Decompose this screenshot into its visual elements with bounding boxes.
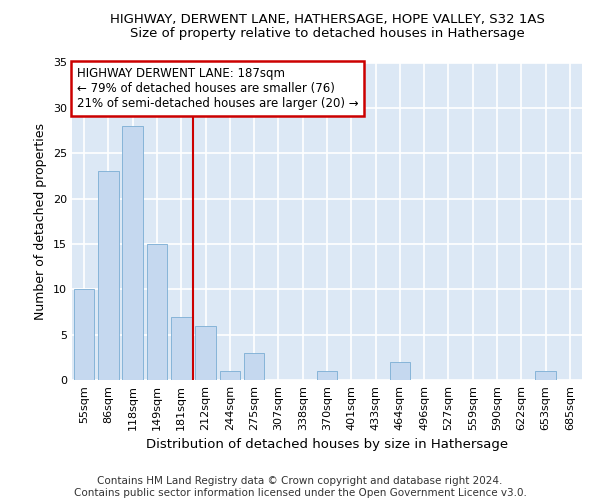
Text: Size of property relative to detached houses in Hathersage: Size of property relative to detached ho… (130, 28, 524, 40)
Bar (195, 326, 216, 380)
X-axis label: Distribution of detached houses by size in Hathersage: Distribution of detached houses by size … (146, 438, 508, 452)
Bar (98, 172, 119, 380)
Bar (535, 371, 556, 380)
Text: HIGHWAY DERWENT LANE: 187sqm
← 79% of detached houses are smaller (76)
21% of se: HIGHWAY DERWENT LANE: 187sqm ← 79% of de… (77, 67, 358, 110)
Bar (146, 244, 167, 380)
Bar (389, 362, 410, 380)
Bar (220, 371, 240, 380)
Text: Contains HM Land Registry data © Crown copyright and database right 2024.
Contai: Contains HM Land Registry data © Crown c… (74, 476, 526, 498)
Text: HIGHWAY, DERWENT LANE, HATHERSAGE, HOPE VALLEY, S32 1AS: HIGHWAY, DERWENT LANE, HATHERSAGE, HOPE … (110, 12, 544, 26)
Y-axis label: Number of detached properties: Number of detached properties (34, 122, 47, 320)
Bar (74, 290, 94, 380)
Bar (317, 371, 337, 380)
Bar (244, 353, 265, 380)
Bar (171, 316, 191, 380)
Bar (122, 126, 143, 380)
